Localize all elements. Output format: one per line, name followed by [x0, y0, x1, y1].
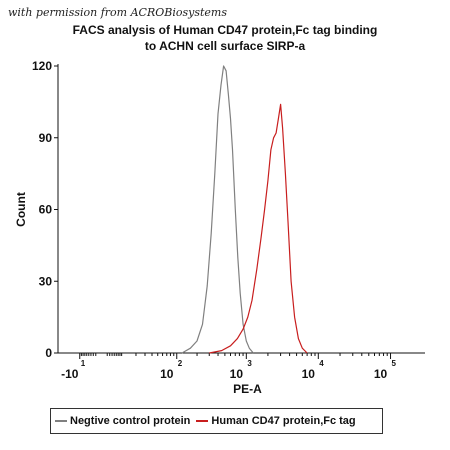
series-line-negative-control — [181, 65, 254, 354]
legend-label-cd47: Human CD47 protein,Fc tag — [211, 415, 356, 427]
x-tick-exponent: 2 — [178, 359, 183, 368]
x-tick-exponent: 3 — [247, 359, 252, 368]
x-tick-label: 10 — [302, 367, 316, 381]
x-tick-label: 10 — [160, 367, 174, 381]
legend-label-negative-control: Negtive control protein — [70, 415, 191, 427]
legend: Negtive control protein Human CD47 prote… — [50, 408, 383, 434]
chart-title-line-2: to ACHN cell surface SIRP-a — [144, 39, 306, 53]
x-tick-exponent: 5 — [392, 359, 397, 368]
legend-swatch-gray — [55, 420, 67, 422]
attribution-text: with permission from ACROBiosystems — [8, 6, 227, 19]
series-line-cd47 — [209, 103, 308, 354]
legend-item-cd47: Human CD47 protein,Fc tag — [196, 415, 356, 427]
legend-swatch-red — [196, 420, 209, 422]
chart-title-line-1: FACS analysis of Human CD47 protein,Fc t… — [72, 23, 378, 37]
y-axis-label: Count — [14, 192, 28, 227]
x-tick-label: 10 — [374, 367, 388, 381]
x-axis-label: PE-A — [233, 382, 262, 396]
x-tick-label: 10 — [230, 367, 244, 381]
y-tick-label: 0 — [45, 346, 52, 360]
legend-item-negative-control: Negtive control protein — [55, 415, 190, 427]
x-tick-exponent: 1 — [81, 359, 86, 368]
x-tick-label: -10 — [61, 367, 79, 381]
y-tick-label: 60 — [39, 203, 53, 217]
y-tick-label: 90 — [39, 131, 53, 145]
x-tick-exponent: 4 — [319, 359, 324, 368]
y-tick-label: 120 — [32, 59, 52, 73]
y-tick-label: 30 — [39, 274, 53, 288]
